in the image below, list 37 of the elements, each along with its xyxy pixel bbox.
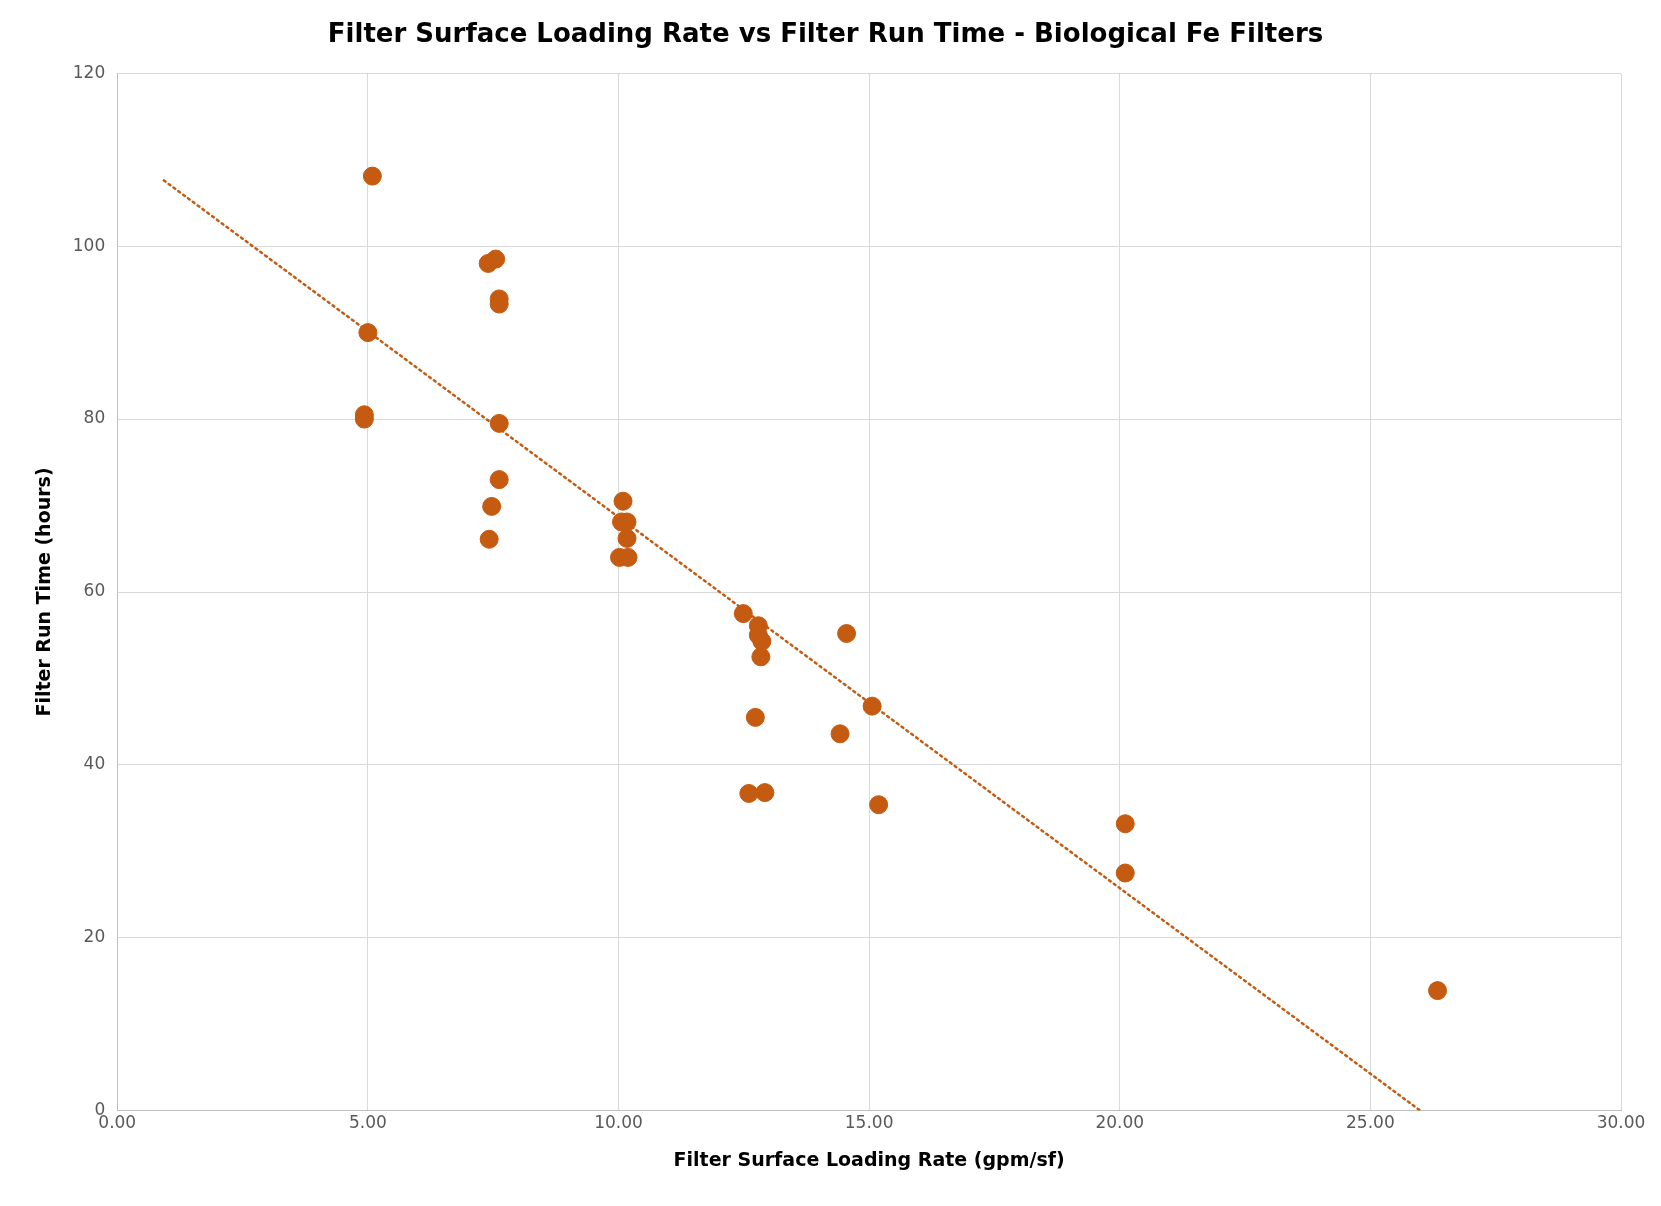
chart-title: Filter Surface Loading Rate vs Filter Run Time - Biological Fe Filters	[327, 18, 1324, 49]
y-tick-label: 100	[72, 234, 106, 255]
point	[739, 783, 759, 803]
point	[1115, 814, 1135, 834]
point	[482, 496, 502, 516]
x-tick-label: 30.00	[1596, 1112, 1646, 1133]
x-tick-label: 10.00	[594, 1112, 643, 1133]
y-tick-label: 60	[83, 580, 106, 601]
point	[486, 249, 506, 269]
y-tick-label: 40	[83, 753, 106, 774]
point	[362, 166, 382, 186]
point	[489, 470, 509, 490]
point	[830, 724, 850, 744]
point	[869, 795, 889, 815]
point	[358, 323, 378, 343]
y-axis-title: Filter Run Time (hours)	[32, 467, 55, 717]
point	[745, 707, 765, 727]
point	[755, 783, 775, 803]
point	[862, 696, 882, 716]
point	[1428, 981, 1448, 1001]
x-tick-label: 15.00	[844, 1112, 894, 1133]
x-tick-label: 5.00	[348, 1112, 387, 1133]
y-tick-label: 120	[72, 61, 106, 82]
point	[1115, 863, 1135, 883]
point	[617, 528, 637, 548]
point	[837, 624, 857, 643]
point	[733, 604, 753, 624]
point	[479, 529, 499, 549]
point	[752, 631, 772, 651]
x-tick-label: 20.00	[1095, 1112, 1145, 1133]
point	[613, 491, 633, 511]
y-tick-label: 20	[83, 926, 106, 947]
point	[489, 413, 509, 433]
y-tick-label: 80	[83, 407, 106, 428]
point	[751, 647, 771, 667]
x-axis-title: Filter Surface Loading Rate (gpm/sf)	[673, 1147, 1065, 1170]
x-tick-label: 25.00	[1346, 1112, 1395, 1133]
